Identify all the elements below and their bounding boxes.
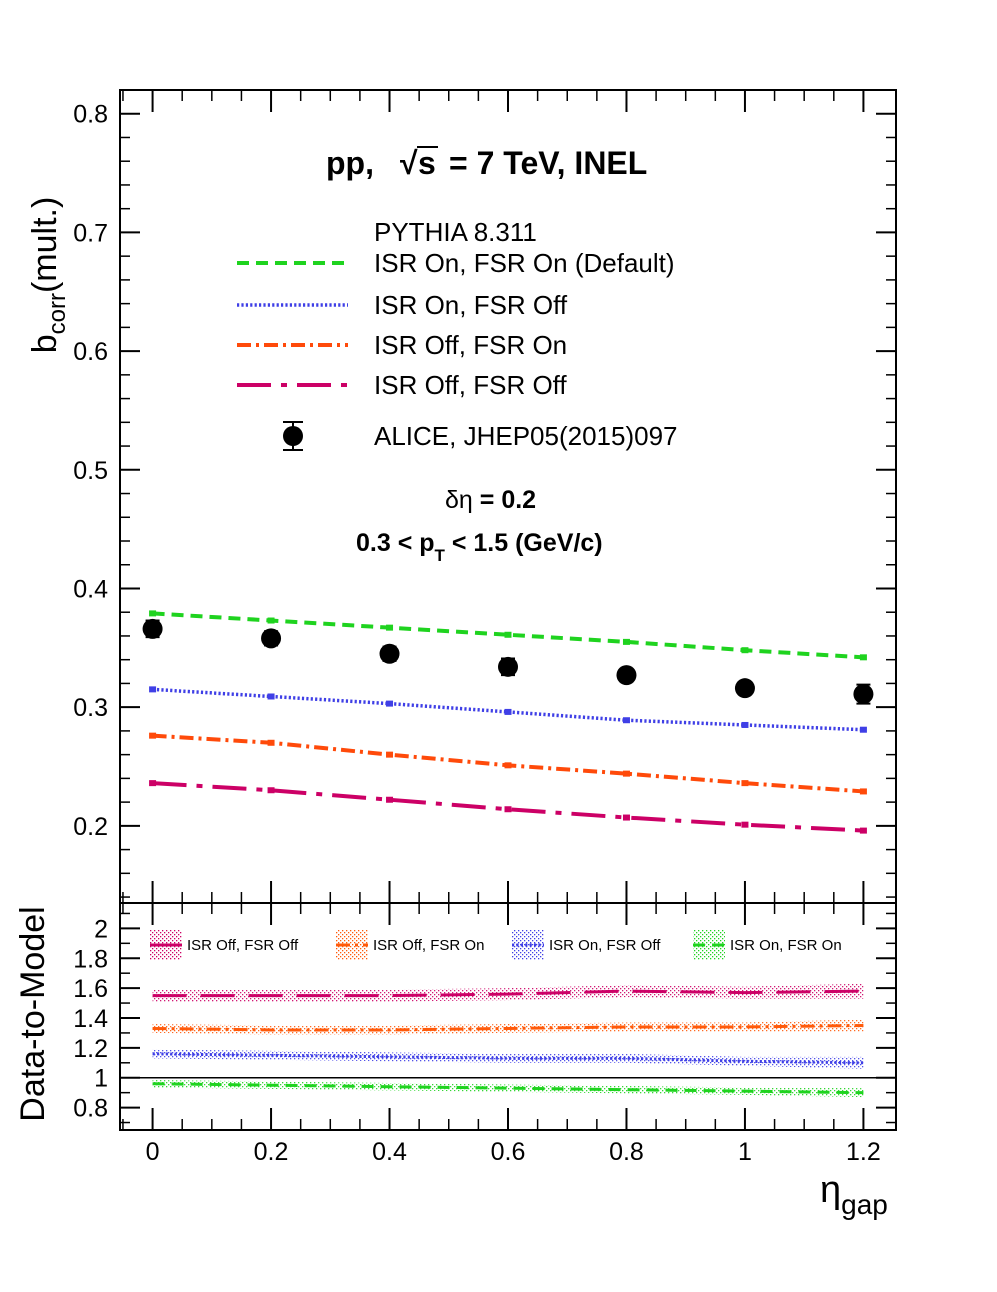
model-point: [267, 693, 275, 700]
ratio-y-tick-label: 0.8: [73, 1095, 108, 1123]
ratio-curve-0: [152, 989, 864, 998]
y-tick-label: 0.4: [73, 575, 108, 603]
x-tick-label: 0.8: [609, 1138, 644, 1166]
ratio-legend-label: ISR Off, FSR On: [373, 937, 484, 954]
y-tick-label: 0.7: [73, 219, 108, 247]
model-point: [622, 770, 630, 777]
model-point: [267, 787, 275, 794]
generator-label: PYTHIA 8.311: [374, 217, 537, 247]
ratio-y-tick-label: 2: [94, 915, 108, 943]
data-point: [734, 678, 755, 699]
top-legend: ISR On, FSR On (Default) ISR On, FSR Off I…: [237, 248, 678, 451]
model-point: [267, 617, 275, 624]
model-point: [622, 638, 630, 645]
data-point: [261, 628, 282, 649]
model-point: [149, 686, 157, 693]
model-point: [504, 708, 512, 715]
legend-label: ISR Off, FSR Off: [374, 370, 567, 400]
alice-data-points: [142, 618, 874, 705]
model-point: [741, 780, 749, 787]
ratio-y-tick-label: 1.4: [73, 1005, 108, 1033]
model-point: [386, 751, 394, 758]
data-point: [142, 618, 163, 639]
y-tick-label: 0.6: [73, 338, 108, 366]
y-axis-title: bcorr(mult.): [26, 197, 71, 354]
model-point: [149, 780, 157, 787]
data-point: [379, 643, 400, 664]
x-tick-label: 1: [738, 1138, 752, 1166]
x-axis-title: ηgap: [820, 1169, 888, 1220]
model-point: [859, 827, 867, 834]
model-point: [622, 717, 630, 724]
pt-range-label: 0.3 < pT < 1.5 (GeV/c): [356, 529, 603, 565]
model-point: [149, 610, 157, 617]
legend-label: ISR Off, FSR On: [374, 330, 567, 360]
data-point: [616, 665, 637, 686]
model-point: [741, 721, 749, 728]
model-point: [386, 796, 394, 803]
model-point: [149, 732, 157, 739]
ratio-y-tick-label: 1.8: [73, 945, 108, 973]
x-tick-label: 0.4: [372, 1138, 407, 1166]
x-tick-label: 1.2: [846, 1138, 881, 1166]
delta-eta-label: δη = 0.2: [445, 486, 536, 514]
ratio-panel: 0.811.21.41.61.820 0.2 0.4 0.6 0.8 1 1.2 ISR O…: [14, 902, 897, 1220]
ratio-uncertainty-bands: [152, 983, 864, 1098]
model-point: [386, 700, 394, 707]
y-tick-label: 0.3: [73, 694, 108, 722]
ratio-y-tick-label: 1: [94, 1065, 108, 1093]
ratio-legend-label: ISR On, FSR On: [730, 937, 842, 954]
model-point: [741, 647, 749, 654]
data-point: [498, 656, 518, 677]
ratio-y-tick-label: 1.2: [73, 1035, 108, 1063]
model-point: [622, 814, 630, 821]
model-point: [504, 631, 512, 638]
model-point: [859, 654, 867, 661]
ratio-curve-3: [152, 1082, 864, 1095]
ratio-legend-label: ISR Off, FSR Off: [187, 937, 299, 954]
model-point: [859, 726, 867, 733]
y-tick-label: 0.5: [73, 457, 108, 485]
ratio-curves: [152, 989, 864, 1095]
model-point: [504, 806, 512, 813]
model-point: [859, 788, 867, 795]
y-tick-label: 0.8: [73, 101, 108, 129]
energy-label: = 7 TeV, INEL: [449, 145, 647, 181]
ratio-axis-ticks: 0.811.21.41.61.820 0.2 0.4 0.6 0.8 1 1.2: [73, 903, 896, 1166]
data-point: [853, 684, 874, 705]
top-axis-ticks: 0.2 0.3 0.4 0.5 0.6 0.7 0.8: [73, 90, 896, 903]
x-tick-label: 0: [146, 1138, 160, 1166]
uncertainty-band-2: [152, 1049, 864, 1069]
x-tick-label: 0.2: [254, 1138, 289, 1166]
ratio-y-axis-title: Data-to-Model: [14, 906, 52, 1121]
legend-marker: [283, 426, 303, 446]
sqrt-symbol: √: [400, 145, 418, 181]
model-point: [504, 762, 512, 769]
uncertainty-band-3: [152, 1079, 864, 1098]
ratio-curve-1: [152, 1023, 864, 1032]
collision-system-label: pp,: [326, 145, 374, 181]
top-panel: 0.2 0.3 0.4 0.5 0.6 0.7 0.8 bcorr(mult.) pp, √…: [26, 89, 897, 904]
model-point: [741, 821, 749, 828]
top-model-curves: [149, 610, 867, 834]
ratio-legend-label: ISR On, FSR Off: [549, 937, 661, 954]
sqrt-argument: s: [418, 145, 436, 181]
ratio-legend: ISR Off, FSR Off ISR Off, FSR On ISR On, F…: [150, 930, 842, 960]
legend-label: ISR On, FSR Off: [374, 290, 568, 320]
legend-label: ISR On, FSR On (Default): [374, 248, 675, 278]
y-tick-label: 0.2: [73, 813, 108, 841]
x-tick-label: 0.6: [491, 1138, 526, 1166]
model-point: [267, 739, 275, 746]
ratio-y-tick-label: 1.6: [73, 975, 108, 1003]
legend-label: ALICE, JHEP05(2015)097: [374, 421, 678, 451]
model-point: [386, 624, 394, 631]
